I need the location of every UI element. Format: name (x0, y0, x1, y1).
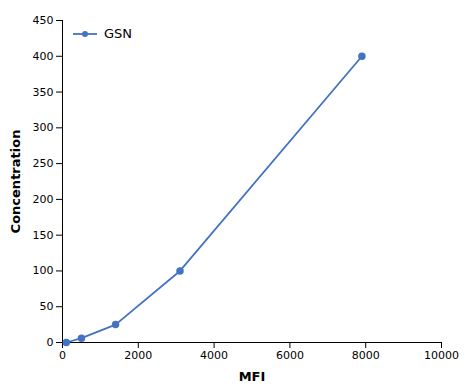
svg-text:400: 400 (33, 50, 54, 63)
svg-text:6000: 6000 (276, 349, 304, 362)
svg-text:8000: 8000 (352, 349, 380, 362)
svg-text:100: 100 (33, 264, 54, 277)
svg-text:MFI: MFI (239, 369, 266, 384)
svg-text:50: 50 (40, 300, 54, 313)
svg-text:300: 300 (33, 121, 54, 134)
svg-text:200: 200 (33, 193, 54, 206)
svg-text:Concentration: Concentration (8, 130, 23, 234)
html-text:GSN: GSN (104, 26, 133, 41)
svg-text:250: 250 (33, 157, 54, 170)
svg-text:2000: 2000 (124, 349, 152, 362)
svg-text:0: 0 (47, 336, 54, 349)
svg-text:4000: 4000 (200, 349, 228, 362)
svg-text:150: 150 (33, 229, 54, 242)
svg-text:0: 0 (59, 349, 66, 362)
svg-text:450: 450 (33, 14, 54, 27)
svg-text:10000: 10000 (424, 349, 459, 362)
svg-text:350: 350 (33, 86, 54, 99)
